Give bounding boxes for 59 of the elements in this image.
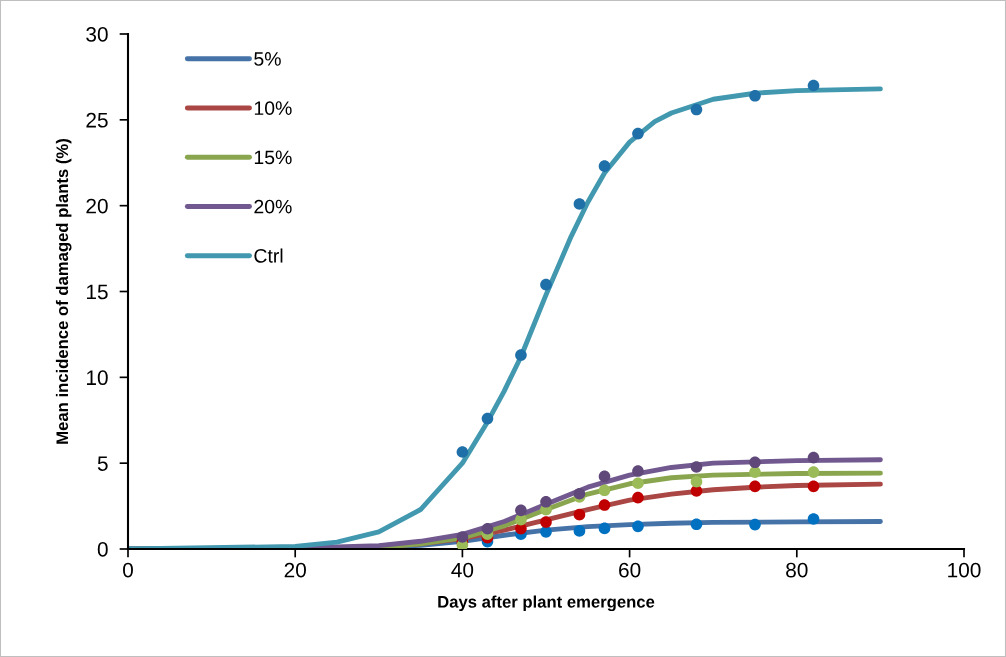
point bbox=[807, 451, 820, 464]
point bbox=[481, 412, 494, 425]
point bbox=[515, 349, 527, 361]
y-tick-label: 0 bbox=[97, 542, 108, 557]
point bbox=[749, 456, 761, 469]
y-axis-title: Mean incidence of damaged plants (%) bbox=[55, 139, 72, 444]
point bbox=[481, 522, 494, 535]
y-tick-label: 5 bbox=[97, 456, 108, 471]
y-tick-label: 20 bbox=[86, 198, 108, 214]
x-tick-label: 0 bbox=[123, 562, 133, 578]
point bbox=[456, 531, 469, 543]
point bbox=[807, 466, 820, 478]
point bbox=[632, 477, 644, 490]
x-tick-label: 60 bbox=[619, 562, 641, 578]
point bbox=[749, 518, 761, 531]
point bbox=[573, 487, 586, 500]
point bbox=[749, 89, 761, 102]
point bbox=[749, 466, 761, 478]
x-tick-label: 40 bbox=[451, 562, 474, 578]
y-tick-label: 10 bbox=[86, 370, 108, 386]
legend-label: 10% bbox=[254, 101, 292, 116]
y-tick-label: 25 bbox=[86, 112, 108, 128]
legend-label: 5% bbox=[254, 52, 281, 66]
x-axis-title: Days after plant emergence bbox=[438, 595, 655, 612]
x-tick-label: 80 bbox=[786, 562, 808, 578]
legend-label: Ctrl bbox=[254, 248, 283, 263]
y-tick-label: 30 bbox=[86, 27, 108, 42]
legend-label: 15% bbox=[254, 150, 292, 165]
point bbox=[632, 127, 644, 140]
line-series bbox=[128, 86, 883, 549]
point bbox=[598, 470, 611, 483]
point bbox=[540, 278, 552, 291]
point bbox=[690, 475, 703, 488]
x-tick-label: 100 bbox=[948, 562, 981, 578]
x-tick-label: 20 bbox=[284, 562, 306, 578]
point bbox=[807, 79, 820, 92]
point bbox=[598, 499, 611, 511]
point bbox=[690, 461, 703, 473]
point bbox=[573, 525, 586, 537]
point bbox=[540, 526, 552, 538]
point bbox=[573, 508, 586, 521]
point bbox=[632, 465, 644, 477]
point bbox=[573, 198, 586, 210]
point bbox=[598, 160, 611, 172]
point bbox=[632, 491, 644, 504]
point bbox=[598, 484, 611, 497]
point bbox=[632, 520, 644, 533]
point bbox=[540, 495, 552, 508]
point bbox=[456, 446, 469, 458]
point bbox=[540, 516, 552, 528]
point bbox=[598, 522, 611, 535]
point bbox=[807, 513, 820, 525]
point bbox=[690, 103, 703, 116]
point bbox=[690, 518, 703, 531]
y-tick-label: 15 bbox=[86, 284, 108, 300]
point bbox=[749, 480, 761, 493]
point bbox=[515, 504, 527, 517]
legend-label: 20% bbox=[254, 199, 292, 214]
point bbox=[807, 480, 820, 493]
